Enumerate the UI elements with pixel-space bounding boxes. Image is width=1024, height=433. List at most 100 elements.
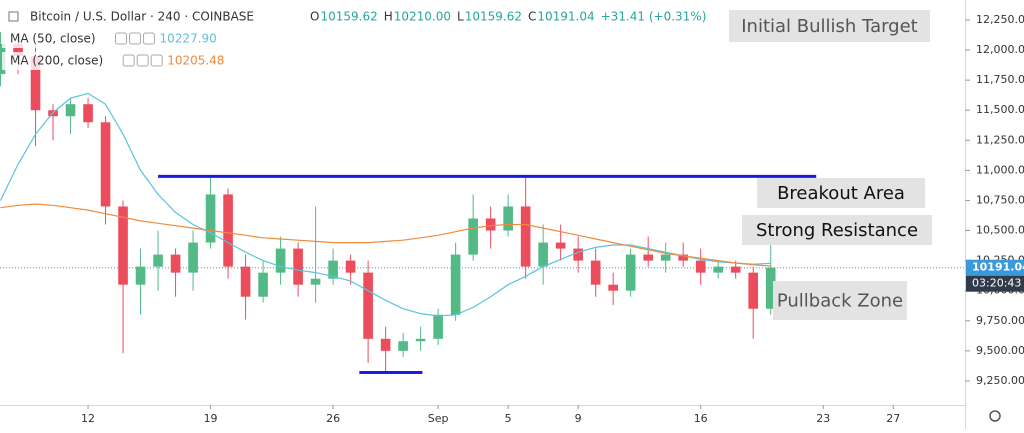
x-tick-label: 12 bbox=[81, 412, 95, 425]
candle-body bbox=[363, 272, 373, 339]
candle-body bbox=[573, 248, 583, 261]
y-tick-label: 11,250.00 bbox=[976, 133, 1024, 146]
candle-body bbox=[240, 266, 251, 297]
x-tick-label: 26 bbox=[326, 412, 340, 425]
legend-icon bbox=[143, 32, 156, 45]
candle-body bbox=[275, 248, 286, 273]
candle-body bbox=[450, 254, 461, 315]
ohlc-value: 10210.00 bbox=[394, 10, 451, 24]
ohlc-value: 10159.62 bbox=[320, 10, 377, 24]
legend: O 10159.62 H 10210.00 L 10159.62 C 10191.04 +31.… bbox=[2, 10, 707, 70]
collapse-icon[interactable] bbox=[8, 11, 19, 22]
candle-body bbox=[608, 284, 618, 291]
y-tick-label: 12,000.00 bbox=[976, 43, 1024, 56]
legend-icon bbox=[150, 54, 163, 67]
last-price-box bbox=[966, 259, 1024, 276]
candle-body bbox=[520, 206, 531, 267]
ohlc-value: 10159.62 bbox=[465, 10, 522, 24]
legend-value: 10205.48 bbox=[167, 54, 224, 68]
y-tick-label: 9,500.00 bbox=[976, 344, 1024, 357]
x-tick-label: 23 bbox=[816, 412, 830, 425]
candle-body bbox=[485, 218, 496, 231]
y-tick-label: 9,250.00 bbox=[976, 374, 1024, 387]
candle-body bbox=[170, 254, 181, 273]
ohlc-value: 10191.04 bbox=[537, 10, 594, 24]
candle-body bbox=[433, 314, 443, 339]
legend-icon bbox=[129, 32, 142, 45]
y-tick-label: 12,250.00 bbox=[976, 13, 1024, 26]
legend-backdrop bbox=[2, 30, 210, 48]
candle-body bbox=[555, 242, 566, 249]
candle-body bbox=[678, 254, 688, 261]
legend-icon bbox=[136, 54, 149, 67]
annotation-text: Strong Resistance bbox=[756, 220, 918, 241]
candle-body bbox=[13, 44, 23, 57]
candle-body bbox=[538, 242, 548, 267]
annotation-box bbox=[757, 178, 925, 208]
candle-body bbox=[205, 194, 216, 243]
annotation-text: Pullback Zone bbox=[777, 291, 903, 312]
moving-average bbox=[0, 92, 771, 317]
y-tick-label: 10,500.00 bbox=[976, 224, 1024, 237]
x-tick-label: 16 bbox=[694, 412, 708, 425]
candle-body bbox=[398, 341, 408, 351]
candle-body bbox=[293, 248, 303, 285]
candle-body bbox=[153, 254, 163, 267]
candle-body bbox=[765, 267, 776, 309]
candle-body bbox=[503, 206, 513, 231]
candle-body bbox=[310, 278, 321, 285]
annotation-text: Initial Bullish Target bbox=[741, 16, 917, 37]
settings-icon[interactable] bbox=[989, 410, 1001, 422]
candle-body bbox=[118, 206, 128, 285]
candle-body bbox=[135, 266, 146, 285]
moving-average bbox=[0, 203, 771, 267]
y-tick-label: 10,750.00 bbox=[976, 193, 1024, 206]
x-tick-label: 9 bbox=[575, 412, 582, 425]
y-tick-label: 11,000.00 bbox=[976, 163, 1024, 176]
annotation-text: Breakout Area bbox=[777, 183, 905, 204]
y-tick-label: 11,500.00 bbox=[976, 103, 1024, 116]
legend-value: 10227.90 bbox=[160, 32, 217, 46]
candle-body bbox=[188, 242, 198, 273]
candle-body bbox=[468, 218, 478, 255]
ohlc-key: C bbox=[528, 10, 536, 24]
legend-name: MA (200, close) bbox=[10, 54, 103, 68]
ohlc-key: O bbox=[310, 10, 319, 24]
x-tick-label: Sep bbox=[428, 412, 449, 425]
candle-body bbox=[730, 266, 741, 273]
last-price-label: 10191.04 bbox=[972, 261, 1024, 274]
candle-body bbox=[223, 194, 233, 267]
annotation-box bbox=[773, 281, 907, 320]
candle-body bbox=[83, 104, 93, 123]
candle-body bbox=[748, 272, 759, 309]
price-change: +31.41 (+0.31%) bbox=[601, 10, 707, 24]
candle-body bbox=[65, 104, 76, 117]
legend-name: MA (50, close) bbox=[10, 32, 96, 46]
candle-body bbox=[30, 56, 41, 111]
candle-body bbox=[660, 254, 671, 261]
legend-icon bbox=[115, 32, 128, 45]
y-tick-label: 11,750.00 bbox=[976, 73, 1024, 86]
candle-body bbox=[695, 260, 706, 273]
y-tick-label: 9,750.00 bbox=[976, 314, 1024, 327]
candle-body bbox=[100, 122, 111, 207]
candle-body bbox=[590, 260, 601, 285]
candle-body bbox=[345, 260, 356, 273]
x-tick-label: 27 bbox=[886, 412, 900, 425]
candle-body bbox=[625, 254, 636, 291]
candle-body bbox=[643, 254, 653, 261]
countdown-box bbox=[966, 275, 1024, 292]
symbol-title: Bitcoin / U.S. Dollar · 240 · COINBASE bbox=[30, 10, 254, 24]
candle-body bbox=[258, 272, 268, 297]
annotation-box bbox=[742, 215, 932, 245]
countdown-label: 03:20:43 bbox=[972, 277, 1021, 290]
candle-body bbox=[713, 266, 724, 273]
x-tick-label: 5 bbox=[505, 412, 512, 425]
x-tick-label: 19 bbox=[204, 412, 218, 425]
plot-area: Initial Bullish Target Breakout Area Stron… bbox=[0, 10, 965, 375]
candle-body bbox=[415, 338, 426, 342]
annotation-box bbox=[729, 10, 930, 42]
candle-body bbox=[380, 338, 391, 351]
